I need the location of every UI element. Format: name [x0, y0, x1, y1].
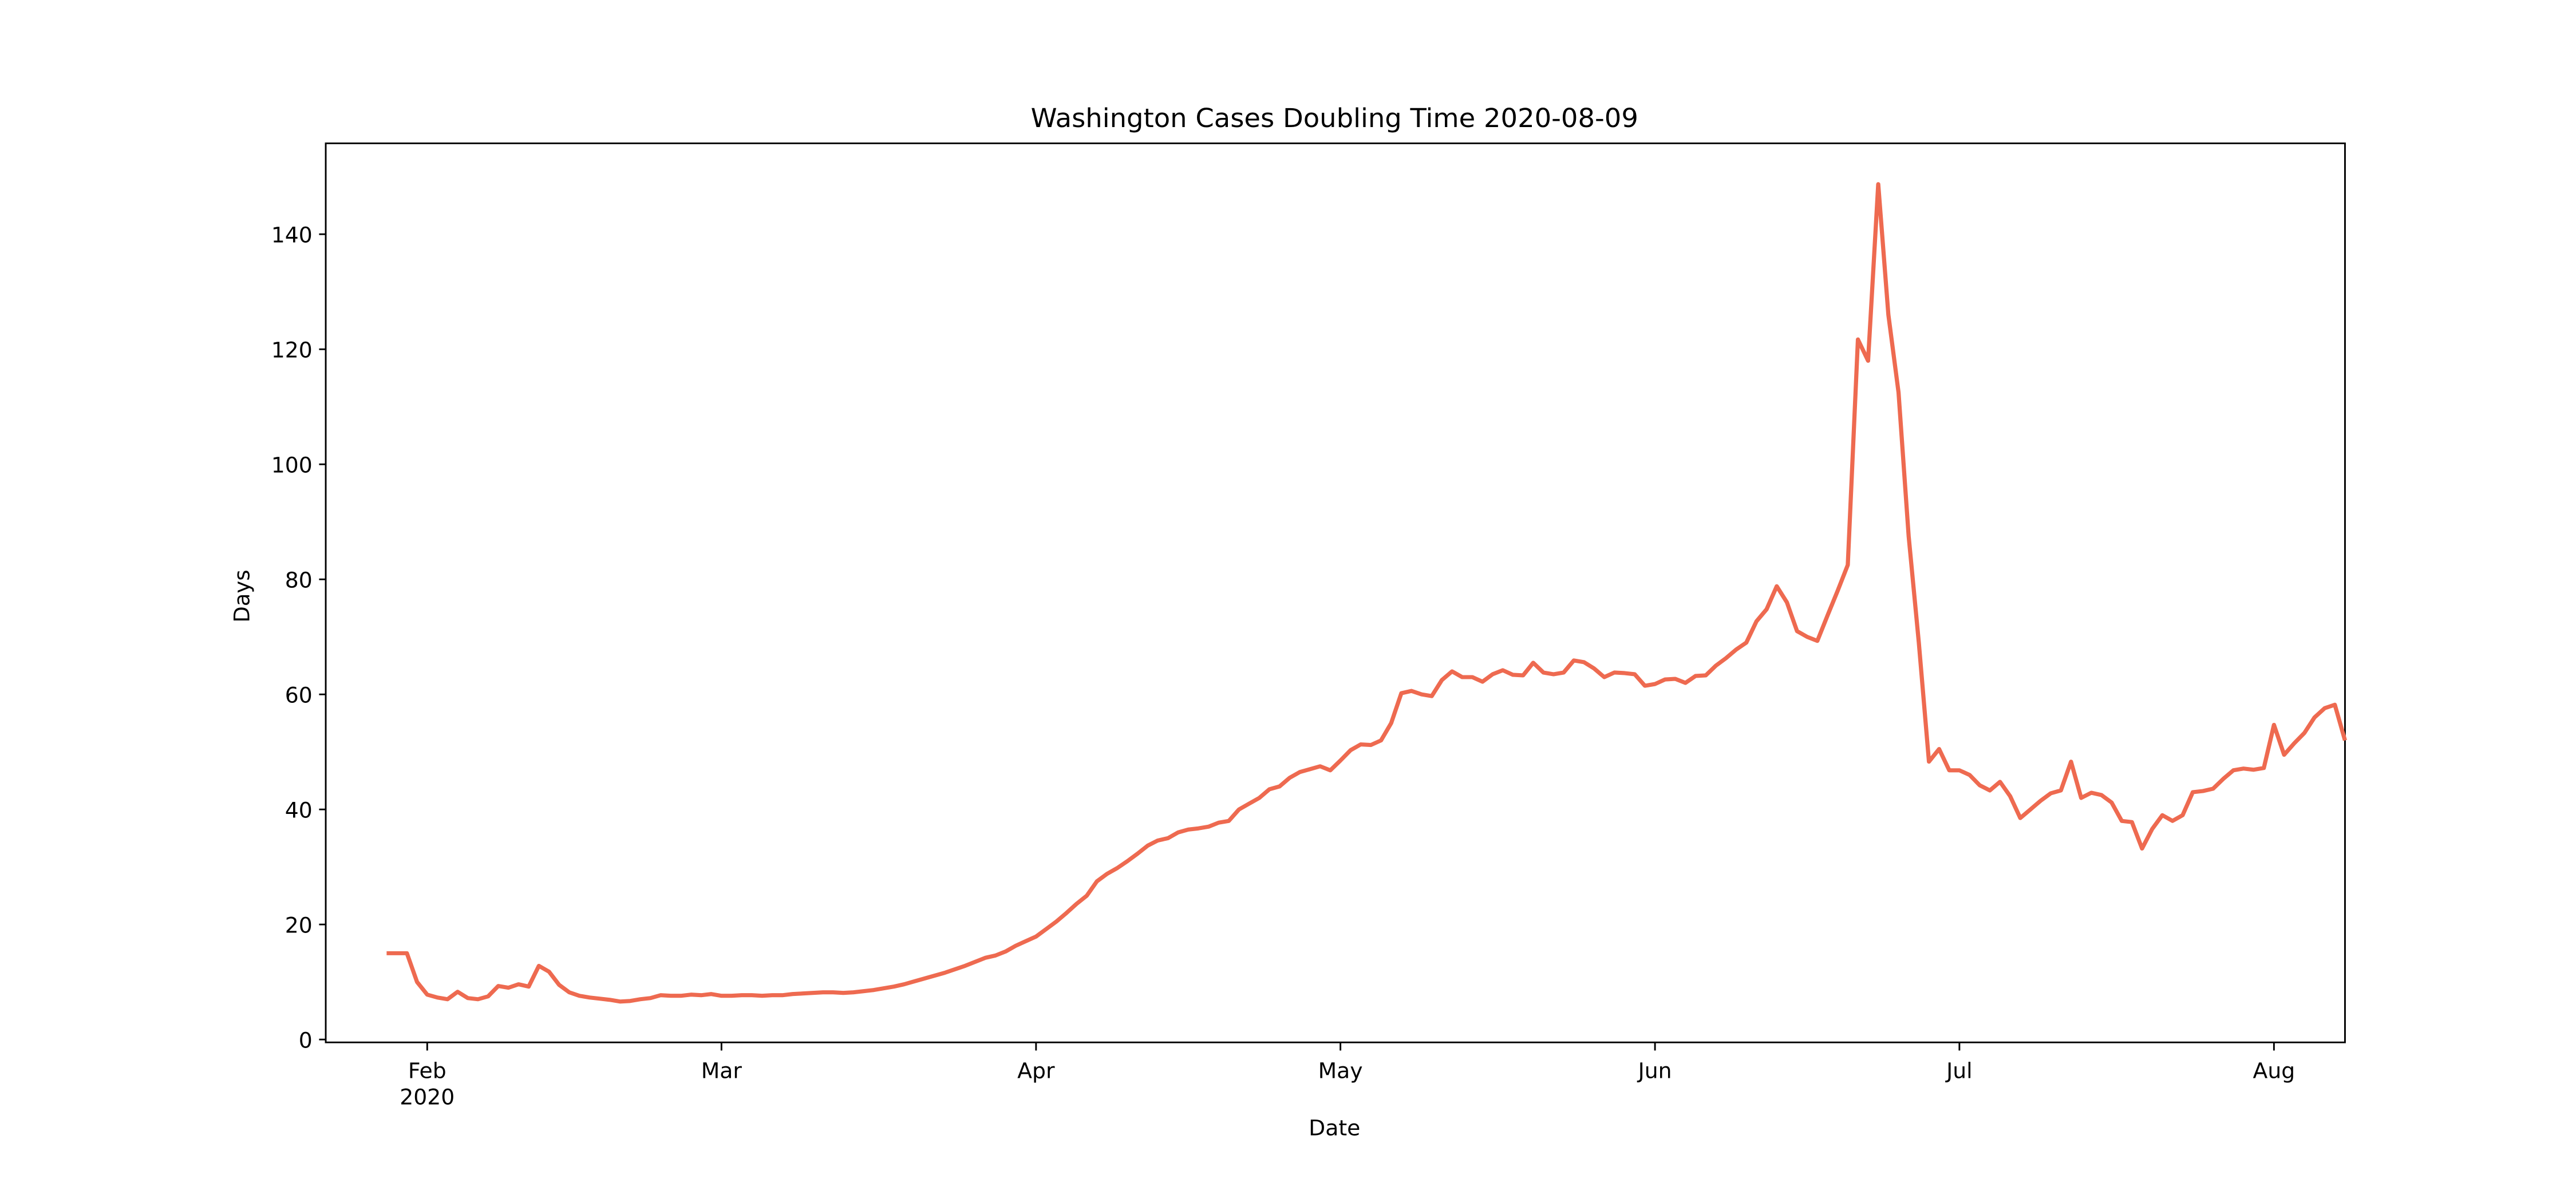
y-tick-label: 60 [285, 683, 313, 708]
x-tick-label: Jun [1637, 1058, 1672, 1084]
plot-frame [325, 142, 2346, 1043]
y-tick-label: 100 [271, 453, 313, 478]
y-tick-label: 80 [285, 568, 313, 593]
y-tick-label: 140 [271, 223, 313, 248]
x-tick-label: Mar [701, 1058, 742, 1084]
y-tick-label: 20 [285, 913, 313, 938]
y-tick-label: 120 [271, 338, 313, 363]
x-tick-label: Jul [1945, 1058, 1973, 1084]
x-tick-label: May [1318, 1058, 1363, 1084]
data-line [386, 182, 2347, 1004]
x-tick-label: Aug [2253, 1058, 2296, 1084]
y-tick-label: 0 [299, 1028, 313, 1053]
chart-title: Washington Cases Doubling Time 2020-08-0… [1031, 102, 1638, 133]
x-tick-label: Feb 2020 [400, 1058, 455, 1109]
x-axis-label: Date [1309, 1116, 1360, 1141]
y-tick-label: 40 [285, 798, 313, 823]
y-axis-label: Days [229, 570, 254, 622]
x-tick-label: Apr [1017, 1058, 1055, 1084]
